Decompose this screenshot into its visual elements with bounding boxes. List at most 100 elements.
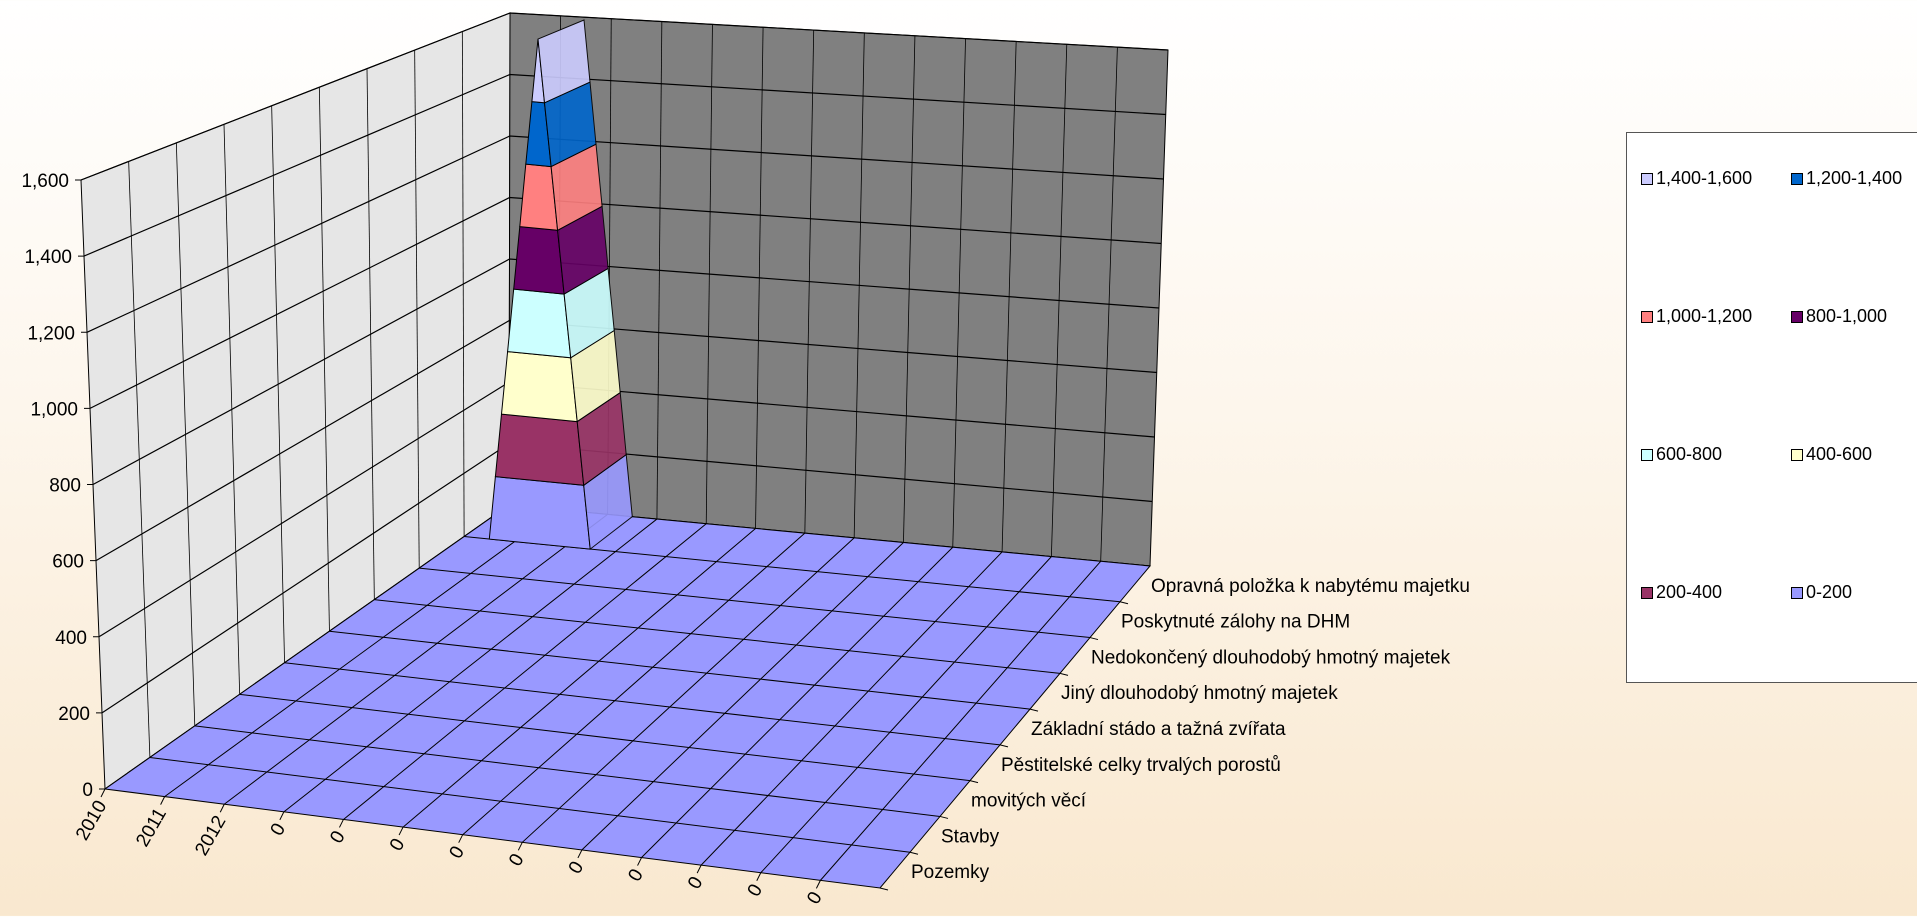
series-axis-label: Opravná položka k nabytému majetku xyxy=(1151,576,1470,597)
series-tick-mark xyxy=(939,815,949,819)
x-tick-label: 0 xyxy=(565,858,588,878)
y-tick-label: 1,600 xyxy=(21,171,69,192)
legend-label: 1,200-1,400 xyxy=(1806,168,1903,188)
gridline-floor xyxy=(581,542,904,851)
area-band-side xyxy=(537,19,591,104)
y-tick-label: 800 xyxy=(49,476,81,497)
x-tick-label: 2010 xyxy=(72,797,111,844)
gridline-floor xyxy=(760,556,1052,874)
gridline-floor xyxy=(521,537,855,843)
legend-item: 1,200-1,400 xyxy=(1791,168,1902,189)
gridline-back-wall xyxy=(705,24,713,524)
gridline-side-wall xyxy=(414,50,420,569)
x-tick-mark xyxy=(637,857,642,866)
legend-label: 800-1,000 xyxy=(1806,306,1888,326)
x-tick-mark xyxy=(160,796,166,805)
x-tick-label: 0 xyxy=(386,835,409,855)
gridline-floor xyxy=(374,599,1061,674)
area-band-0-200 xyxy=(488,476,591,550)
legend-item: 200-400 xyxy=(1641,582,1722,603)
legend-swatch xyxy=(1791,586,1803,599)
gridline-floor xyxy=(820,560,1102,881)
legend-item: 800-1,000 xyxy=(1791,306,1887,327)
gridline-floor xyxy=(223,513,608,805)
legend-item: 1,000-1,200 xyxy=(1641,306,1752,327)
legend-swatch xyxy=(1791,172,1803,185)
area-band-200-400 xyxy=(494,413,585,486)
series-axis-label: Jiný dlouhodobý hmotný majetek xyxy=(1061,683,1338,704)
x-tick-label: 2012 xyxy=(191,812,230,859)
y-tick-label: 200 xyxy=(58,704,90,725)
y-tick-label: 400 xyxy=(55,628,87,649)
gridline-floor xyxy=(284,662,1001,746)
legend-label: 400-600 xyxy=(1806,444,1873,464)
legend-swatch xyxy=(1641,310,1653,323)
gridline-back-wall xyxy=(656,21,663,520)
series-tick-mark xyxy=(1059,672,1069,676)
series-tick-mark xyxy=(999,744,1009,748)
x-tick-label: 0 xyxy=(505,850,528,870)
gridline-back-wall xyxy=(804,30,815,534)
legend-swatch xyxy=(1641,586,1653,599)
legend-label: 0-200 xyxy=(1806,582,1853,602)
chart-legend: 1,400-1,600 1,200-1,400 1,000-1,200 800-1,0… xyxy=(1626,132,1917,683)
legend-swatch xyxy=(1791,310,1803,323)
series-tick-mark xyxy=(969,780,979,784)
gridline-side-wall xyxy=(271,105,285,663)
legend-swatch xyxy=(1641,448,1653,461)
gridline-floor xyxy=(419,567,1091,639)
x-tick-mark xyxy=(756,872,762,881)
legend-swatch xyxy=(1641,172,1653,185)
x-tick-label: 0 xyxy=(803,888,826,908)
series-axis-label: movitých věcí xyxy=(971,791,1087,812)
x-tick-label: 0 xyxy=(624,866,647,886)
series-axis-label: Pozemky xyxy=(911,862,990,883)
y-tick-label: 0 xyxy=(82,780,93,801)
x-tick-mark xyxy=(696,864,702,874)
gridline-side-wall xyxy=(461,31,465,537)
gridline-back-wall xyxy=(903,35,916,543)
gridline-floor xyxy=(329,630,1031,710)
legend-label: 1,400-1,600 xyxy=(1656,168,1753,188)
gridline-back-wall xyxy=(952,38,966,548)
legend-swatch xyxy=(1791,448,1803,461)
series-axis-label: Poskytnuté zálohy na DHM xyxy=(1121,612,1350,633)
gridline-floor xyxy=(462,532,806,836)
legend-item: 0-200 xyxy=(1791,582,1852,603)
x-tick-label: 0 xyxy=(446,843,469,863)
x-tick-label: 0 xyxy=(267,820,290,840)
series-tick-mark xyxy=(1089,637,1099,641)
gridline-floor xyxy=(194,725,941,817)
x-tick-mark xyxy=(458,834,464,843)
legend-label: 1,000-1,200 xyxy=(1656,306,1753,326)
gridline-side-wall xyxy=(223,124,241,695)
legend-item: 400-600 xyxy=(1791,444,1872,465)
area-band-600-800 xyxy=(507,288,572,359)
area-band-800-1,000 xyxy=(513,226,565,295)
gridline-floor xyxy=(641,546,954,858)
gridline-floor xyxy=(343,523,707,820)
gridline-side-wall xyxy=(175,142,196,726)
series-axis-label: Základní stádo a tažná zvířata xyxy=(1031,719,1286,740)
y-tick-label: 1,200 xyxy=(27,323,75,344)
gridline-floor xyxy=(402,528,756,828)
x-tick-label: 0 xyxy=(326,827,349,847)
gridline-side-wall xyxy=(318,87,330,632)
legend-label: 200-400 xyxy=(1656,582,1723,602)
x-tick-mark xyxy=(100,788,106,798)
legend-label: 600-800 xyxy=(1656,444,1723,464)
gridline-back-wall xyxy=(1050,44,1068,557)
x-tick-mark xyxy=(815,880,821,889)
gridline-floor xyxy=(164,509,559,798)
series-axis-label: Nedokončený dlouhodobý hmotný majetek xyxy=(1091,647,1451,668)
legend-item: 600-800 xyxy=(1641,444,1722,465)
gridline-floor xyxy=(149,756,911,853)
gridline-floor xyxy=(239,693,971,782)
x-tick-mark xyxy=(339,819,344,828)
gridline-back-wall xyxy=(1001,41,1017,552)
series-axis-label: Pěstitelské celky trvalých porostů xyxy=(1001,755,1281,776)
area-band-400-600 xyxy=(500,351,578,423)
y-tick-label: 600 xyxy=(52,552,84,573)
